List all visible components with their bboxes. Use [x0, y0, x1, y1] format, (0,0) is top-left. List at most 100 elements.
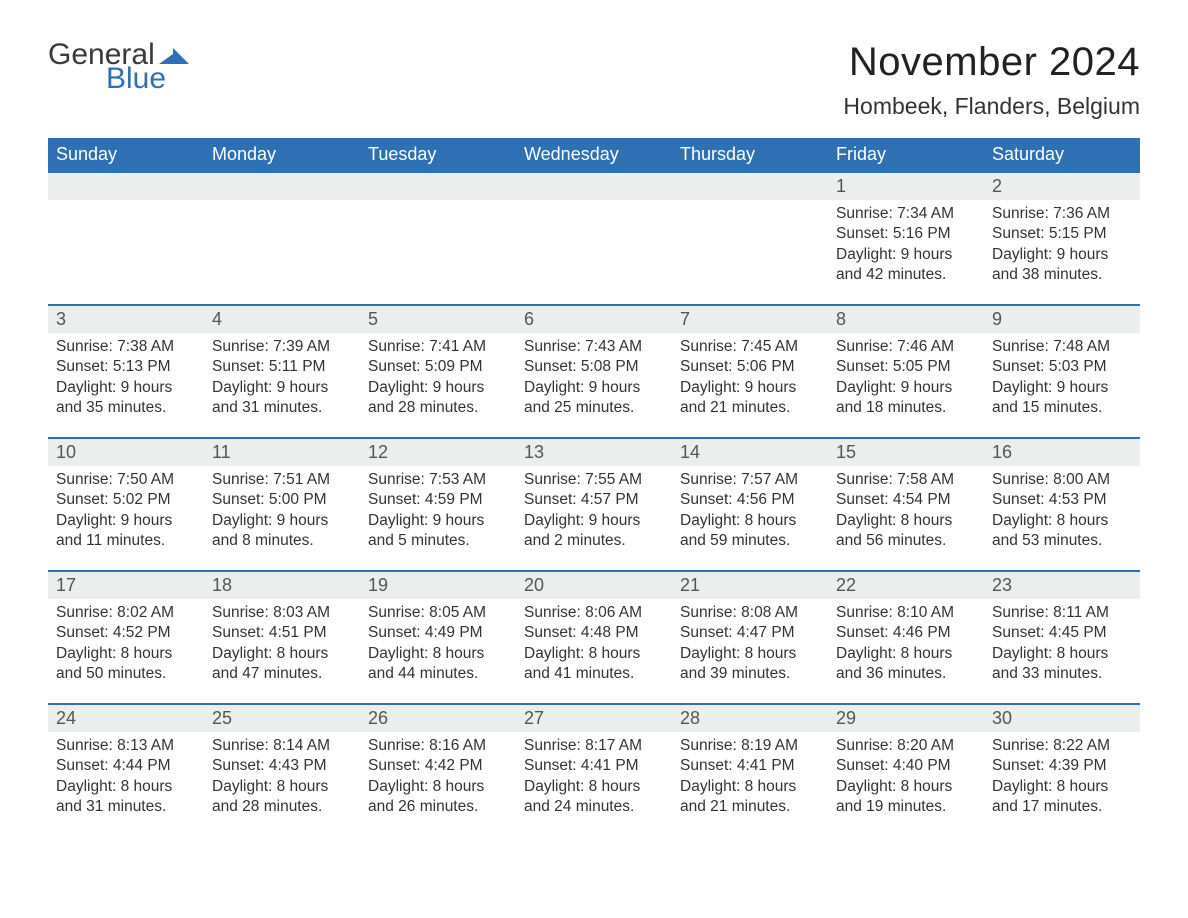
sunrise-text: Sunrise: 8:16 AM — [368, 736, 508, 756]
day-cell: Sunrise: 8:17 AMSunset: 4:41 PMDaylight:… — [516, 732, 672, 836]
weekday-header: Thursday — [672, 138, 828, 173]
sunrise-text: Sunrise: 7:43 AM — [524, 337, 664, 357]
sunset-text: Sunset: 4:41 PM — [524, 756, 664, 776]
daylight-text-line1: Daylight: 8 hours — [680, 777, 820, 797]
day-number-row: 10111213141516 — [48, 437, 1140, 466]
day-cell-blank — [672, 200, 828, 304]
daylight-text-line2: and 18 minutes. — [836, 398, 976, 418]
day-cell: Sunrise: 7:39 AMSunset: 5:11 PMDaylight:… — [204, 333, 360, 437]
daylight-text-line1: Daylight: 9 hours — [992, 378, 1132, 398]
sunrise-text: Sunrise: 7:34 AM — [836, 204, 976, 224]
daylight-text-line1: Daylight: 9 hours — [836, 245, 976, 265]
sunset-text: Sunset: 5:02 PM — [56, 490, 196, 510]
day-body-row: Sunrise: 7:38 AMSunset: 5:13 PMDaylight:… — [48, 333, 1140, 437]
sunrise-text: Sunrise: 7:41 AM — [368, 337, 508, 357]
day-number: 13 — [516, 439, 672, 466]
sunrise-text: Sunrise: 8:02 AM — [56, 603, 196, 623]
daylight-text-line1: Daylight: 9 hours — [524, 378, 664, 398]
day-body-row: Sunrise: 8:02 AMSunset: 4:52 PMDaylight:… — [48, 599, 1140, 703]
daylight-text-line2: and 5 minutes. — [368, 531, 508, 551]
weekday-header-row: SundayMondayTuesdayWednesdayThursdayFrid… — [48, 138, 1140, 173]
sunset-text: Sunset: 5:03 PM — [992, 357, 1132, 377]
daylight-text-line1: Daylight: 9 hours — [56, 378, 196, 398]
day-cell-blank — [516, 200, 672, 304]
day-number: 3 — [48, 306, 204, 333]
sunrise-text: Sunrise: 7:58 AM — [836, 470, 976, 490]
location-subtitle: Hombeek, Flanders, Belgium — [843, 93, 1140, 120]
sunset-text: Sunset: 4:51 PM — [212, 623, 352, 643]
day-cell: Sunrise: 7:53 AMSunset: 4:59 PMDaylight:… — [360, 466, 516, 570]
sunrise-text: Sunrise: 7:57 AM — [680, 470, 820, 490]
daylight-text-line1: Daylight: 8 hours — [992, 644, 1132, 664]
daylight-text-line1: Daylight: 9 hours — [212, 378, 352, 398]
daylight-text-line1: Daylight: 9 hours — [212, 511, 352, 531]
sunset-text: Sunset: 4:48 PM — [524, 623, 664, 643]
day-cell: Sunrise: 7:50 AMSunset: 5:02 PMDaylight:… — [48, 466, 204, 570]
day-number: 4 — [204, 306, 360, 333]
daylight-text-line1: Daylight: 8 hours — [524, 644, 664, 664]
sunset-text: Sunset: 5:08 PM — [524, 357, 664, 377]
daylight-text-line2: and 2 minutes. — [524, 531, 664, 551]
daylight-text-line1: Daylight: 8 hours — [56, 644, 196, 664]
day-cell-blank — [360, 200, 516, 304]
day-number: 11 — [204, 439, 360, 466]
day-number: 10 — [48, 439, 204, 466]
daylight-text-line2: and 28 minutes. — [368, 398, 508, 418]
sunset-text: Sunset: 5:16 PM — [836, 224, 976, 244]
day-number: 28 — [672, 705, 828, 732]
sunset-text: Sunset: 5:09 PM — [368, 357, 508, 377]
sunset-text: Sunset: 4:57 PM — [524, 490, 664, 510]
day-number: 7 — [672, 306, 828, 333]
daylight-text-line1: Daylight: 9 hours — [56, 511, 196, 531]
day-number: 22 — [828, 572, 984, 599]
calendar: SundayMondayTuesdayWednesdayThursdayFrid… — [48, 138, 1140, 836]
daylight-text-line2: and 33 minutes. — [992, 664, 1132, 684]
day-number: 29 — [828, 705, 984, 732]
daylight-text-line2: and 26 minutes. — [368, 797, 508, 817]
day-number: 27 — [516, 705, 672, 732]
header-row: General Blue November 2024 Hombeek, Flan… — [48, 40, 1140, 120]
sunrise-text: Sunrise: 8:03 AM — [212, 603, 352, 623]
day-cell: Sunrise: 7:41 AMSunset: 5:09 PMDaylight:… — [360, 333, 516, 437]
day-cell: Sunrise: 8:00 AMSunset: 4:53 PMDaylight:… — [984, 466, 1140, 570]
daylight-text-line2: and 15 minutes. — [992, 398, 1132, 418]
day-number: 8 — [828, 306, 984, 333]
daylight-text-line1: Daylight: 8 hours — [212, 644, 352, 664]
sunrise-text: Sunrise: 7:53 AM — [368, 470, 508, 490]
daylight-text-line1: Daylight: 9 hours — [680, 378, 820, 398]
daylight-text-line2: and 47 minutes. — [212, 664, 352, 684]
sunset-text: Sunset: 4:52 PM — [56, 623, 196, 643]
day-number: 20 — [516, 572, 672, 599]
sunset-text: Sunset: 5:15 PM — [992, 224, 1132, 244]
daylight-text-line2: and 17 minutes. — [992, 797, 1132, 817]
daylight-text-line2: and 50 minutes. — [56, 664, 196, 684]
sunset-text: Sunset: 4:42 PM — [368, 756, 508, 776]
weekday-header: Wednesday — [516, 138, 672, 173]
day-cell: Sunrise: 8:06 AMSunset: 4:48 PMDaylight:… — [516, 599, 672, 703]
daylight-text-line1: Daylight: 9 hours — [524, 511, 664, 531]
day-number: 5 — [360, 306, 516, 333]
sunrise-text: Sunrise: 7:48 AM — [992, 337, 1132, 357]
day-cell: Sunrise: 8:03 AMSunset: 4:51 PMDaylight:… — [204, 599, 360, 703]
day-number: 15 — [828, 439, 984, 466]
sunrise-text: Sunrise: 8:14 AM — [212, 736, 352, 756]
day-cell: Sunrise: 7:46 AMSunset: 5:05 PMDaylight:… — [828, 333, 984, 437]
daylight-text-line2: and 31 minutes. — [56, 797, 196, 817]
sunrise-text: Sunrise: 8:17 AM — [524, 736, 664, 756]
daylight-text-line1: Daylight: 9 hours — [368, 511, 508, 531]
weekday-header: Saturday — [984, 138, 1140, 173]
day-number: 24 — [48, 705, 204, 732]
day-cell: Sunrise: 8:20 AMSunset: 4:40 PMDaylight:… — [828, 732, 984, 836]
day-number: 9 — [984, 306, 1140, 333]
sunset-text: Sunset: 4:49 PM — [368, 623, 508, 643]
daylight-text-line2: and 35 minutes. — [56, 398, 196, 418]
daylight-text-line1: Daylight: 8 hours — [992, 511, 1132, 531]
daylight-text-line2: and 53 minutes. — [992, 531, 1132, 551]
day-cell: Sunrise: 7:48 AMSunset: 5:03 PMDaylight:… — [984, 333, 1140, 437]
sunrise-text: Sunrise: 7:55 AM — [524, 470, 664, 490]
sunrise-text: Sunrise: 7:38 AM — [56, 337, 196, 357]
sunrise-text: Sunrise: 8:22 AM — [992, 736, 1132, 756]
day-number: 19 — [360, 572, 516, 599]
daylight-text-line2: and 24 minutes. — [524, 797, 664, 817]
weeks-container: 12Sunrise: 7:34 AMSunset: 5:16 PMDayligh… — [48, 173, 1140, 836]
